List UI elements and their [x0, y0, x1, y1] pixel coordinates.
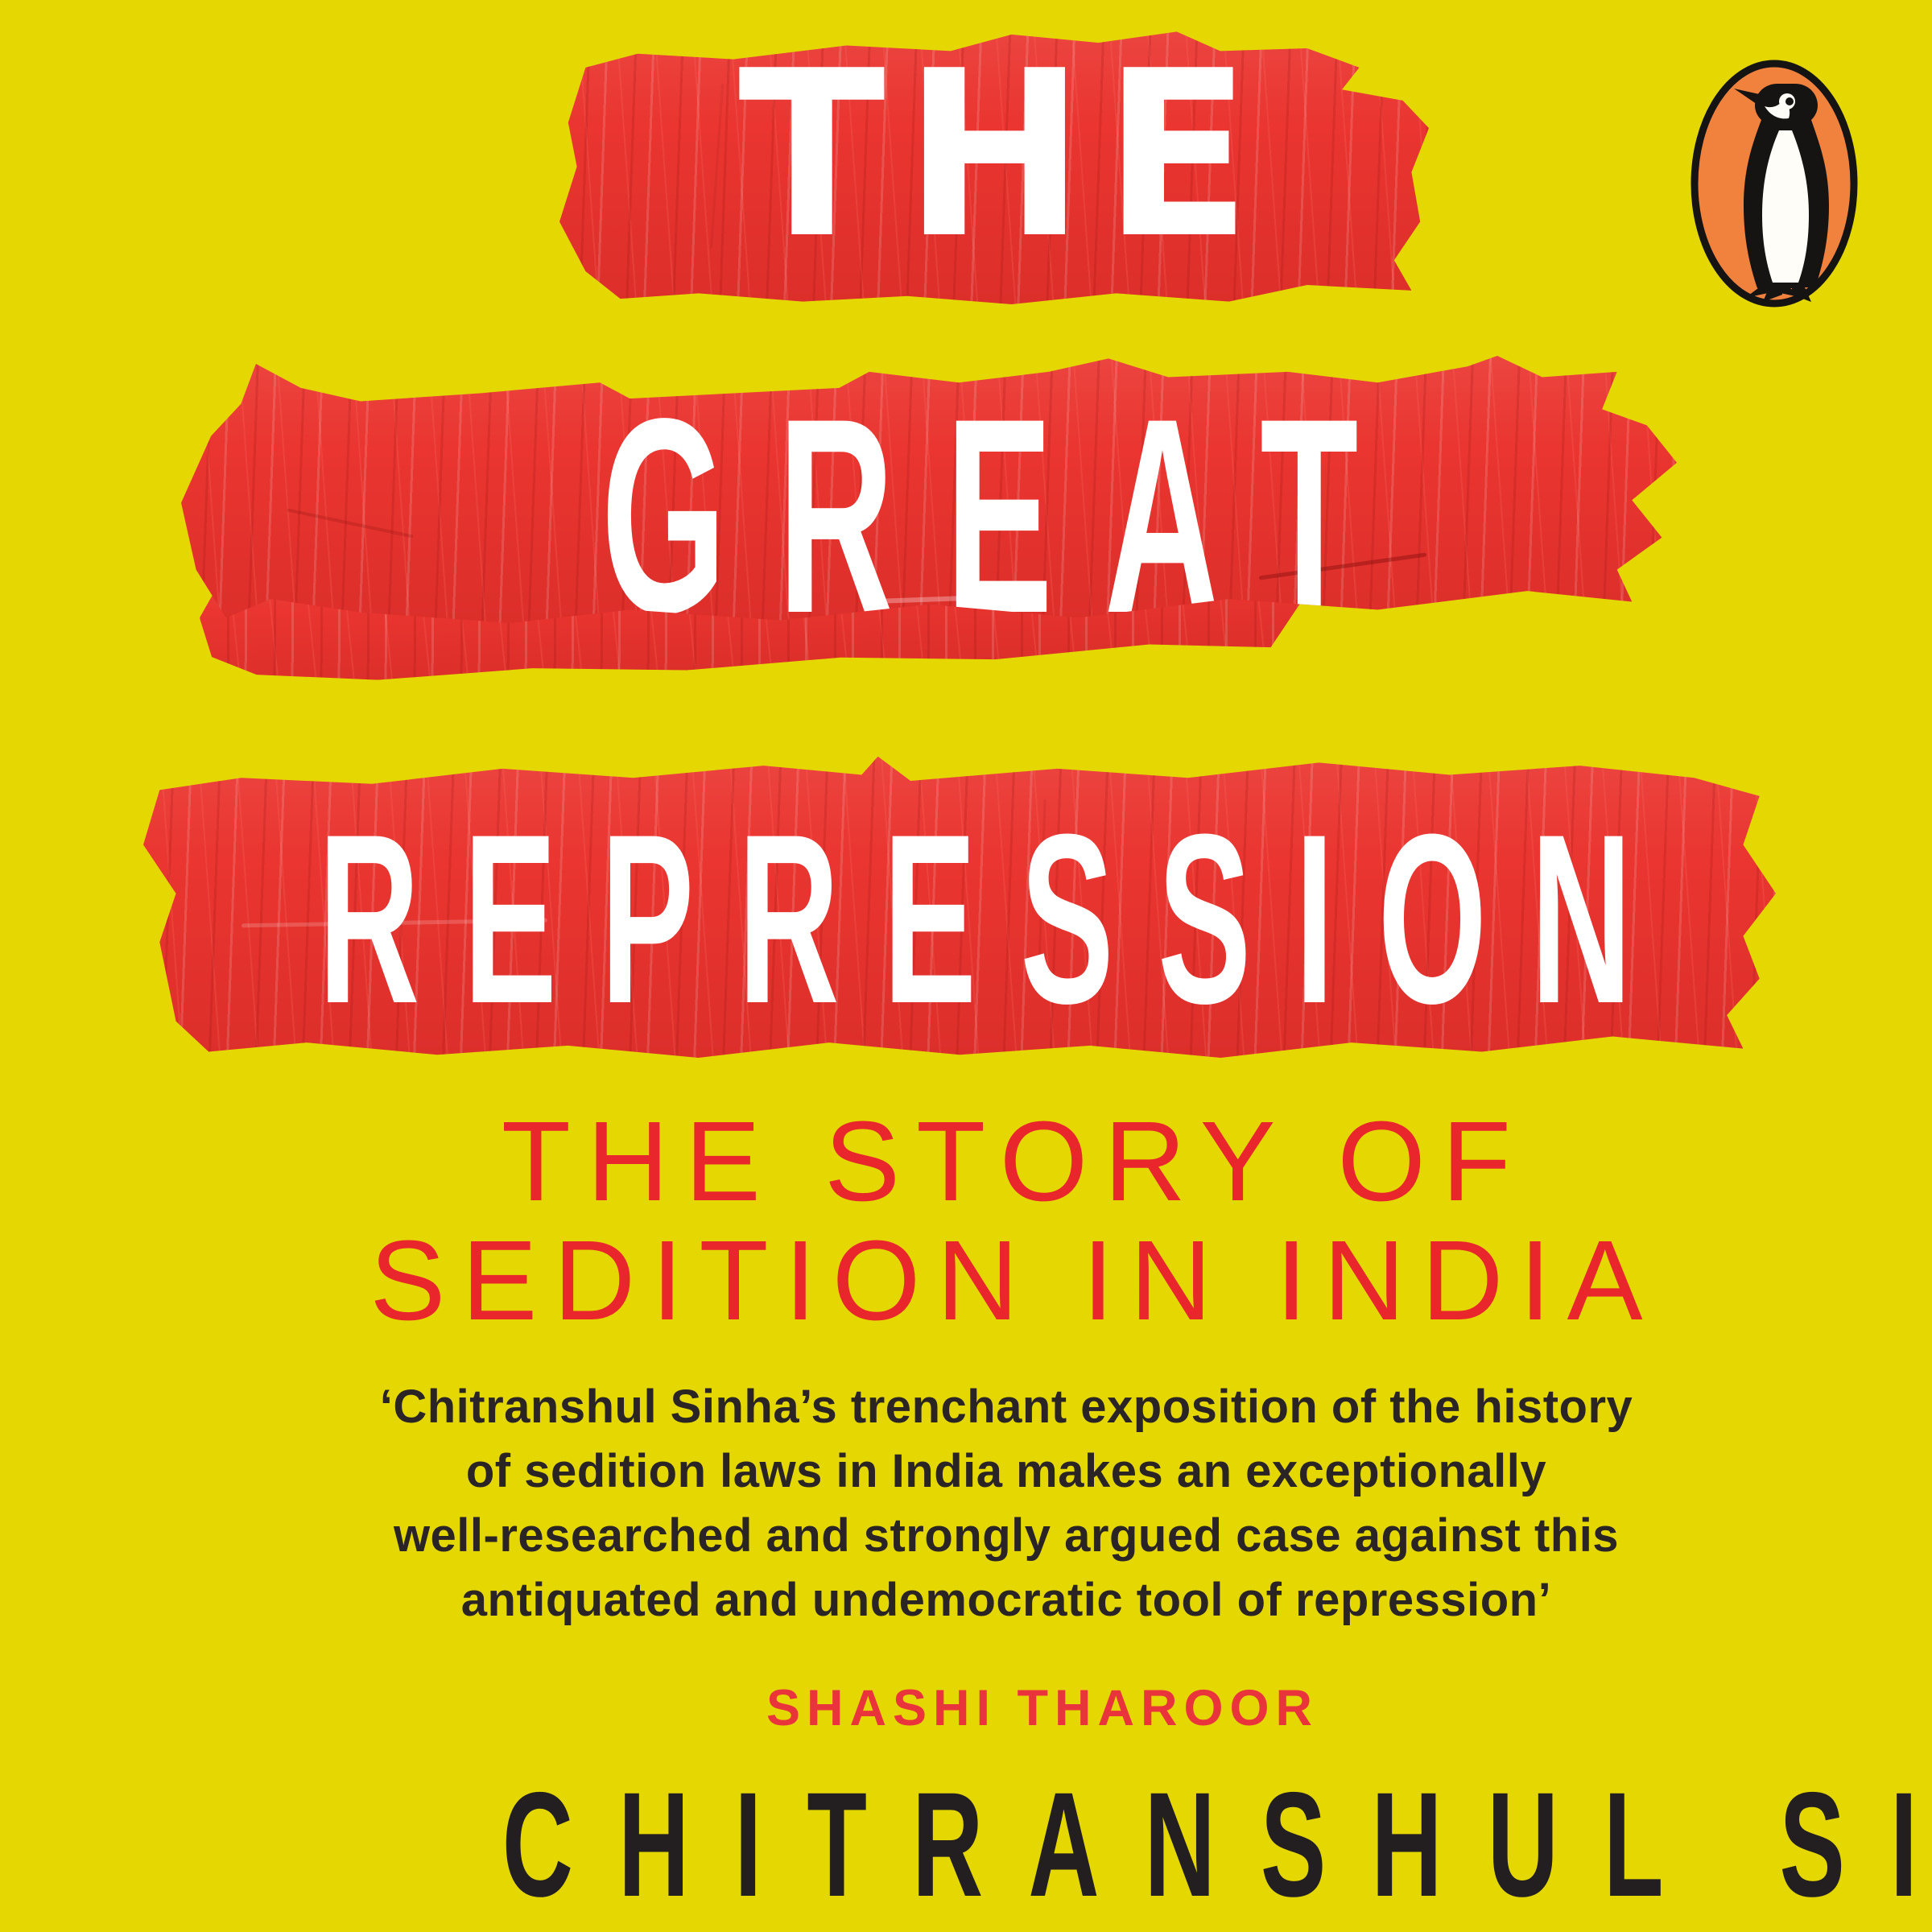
tape-strip-repression: REPRESSION — [143, 756, 1776, 1058]
quote-line-1: ‘Chitranshul Sinha’s trenchant expositio… — [379, 1381, 1633, 1433]
title-word-great: GREAT — [601, 361, 1410, 671]
tape-strip-the: THE — [559, 31, 1429, 304]
tape-wrinkle — [287, 508, 414, 539]
penguin-logo-icon — [1687, 56, 1861, 311]
penguin-logo-svg — [1690, 60, 1858, 308]
quote-line-3: well-researched and strongly argued case… — [393, 1509, 1620, 1562]
author-name-text: CHITRANSHUL SINHA — [502, 1762, 1932, 1928]
subtitle-line-2: SEDITION IN INDIA — [369, 1216, 1659, 1344]
tape-wrinkle — [710, 84, 724, 250]
review-quote: ‘Chitranshul Sinha’s trenchant expositio… — [80, 1375, 1932, 1740]
subtitle-line-1: THE STORY OF — [501, 1097, 1528, 1224]
author-name: CHITRANSHUL SINHA — [0, 1760, 1932, 1930]
quote-attribution: SHASHI THAROOR — [80, 1676, 1932, 1740]
quote-line-2: of sedition laws in India makes an excep… — [465, 1445, 1547, 1497]
quote-attribution-text: SHASHI THAROOR — [766, 1680, 1319, 1736]
quote-line-4: antiquated and undemocratic tool of repr… — [460, 1574, 1552, 1626]
title-word-the: THE — [738, 22, 1270, 289]
subtitle: THE STORY OF SEDITION IN INDIA — [80, 1101, 1932, 1340]
title-word-repression: REPRESSION — [318, 783, 1677, 1054]
tape-strip-great: GREAT — [181, 356, 1677, 623]
